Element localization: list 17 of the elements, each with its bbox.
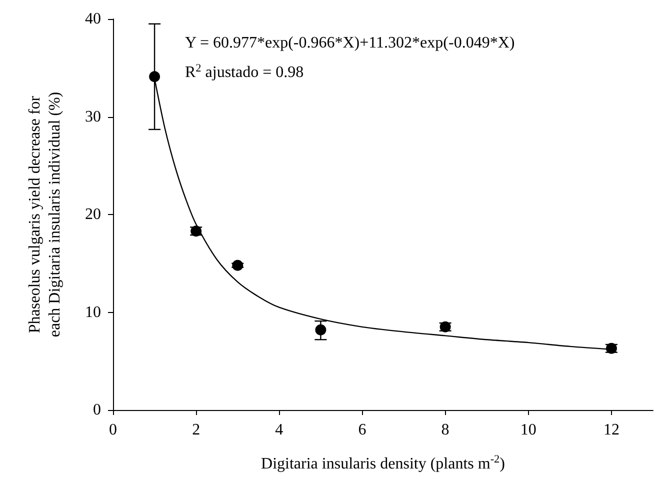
point: [232, 260, 244, 271]
y-tick-label: 10: [85, 304, 101, 321]
annotation: Y = 60.977*exp(-0.966*X)+11.302*exp(-0.049*X): [185, 34, 515, 52]
y-tick-label: 30: [85, 108, 101, 126]
x-tick-label: 10: [520, 422, 536, 438]
x-tick-label: 2: [192, 422, 200, 438]
x-tick-label: 12: [603, 422, 620, 438]
point: [315, 324, 326, 336]
x-tick-label: 8: [441, 422, 450, 438]
y-axis-title: Phaseolus vulgaris yield decrease for each Digitaria insularis individual (%): [26, 92, 64, 338]
y-tick-label: 0: [93, 402, 101, 418]
y-tick-label: 40: [85, 10, 101, 28]
point: [149, 71, 160, 82]
x-tick-label: 0: [109, 422, 117, 438]
y-tick-label: 20: [85, 206, 101, 223]
x-tick-label: 6: [358, 422, 366, 438]
x-tick-label: 4: [275, 422, 284, 438]
